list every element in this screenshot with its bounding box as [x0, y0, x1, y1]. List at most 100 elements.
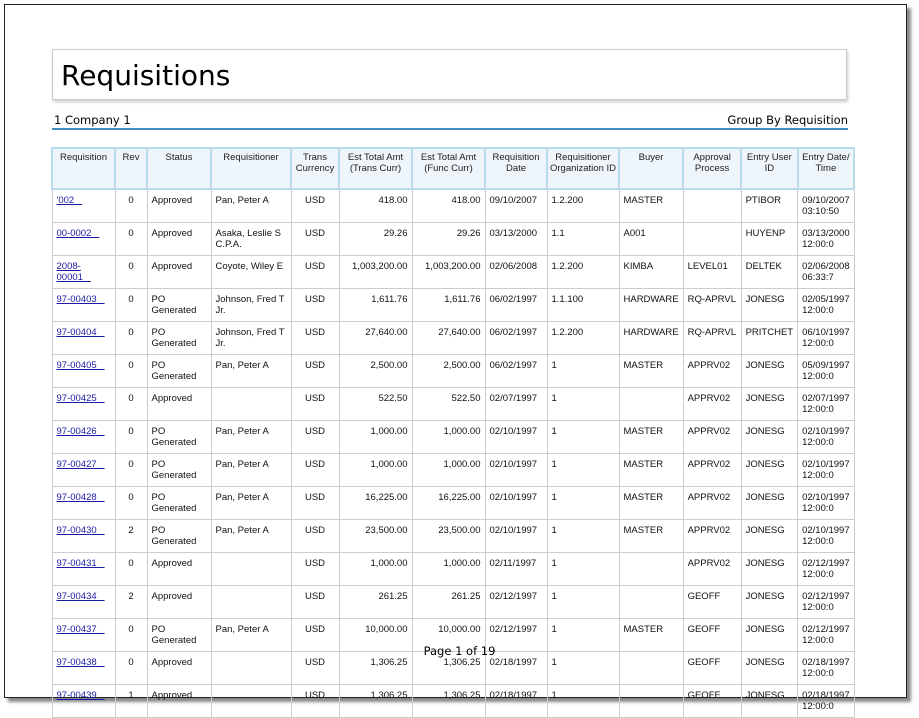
requisition-link[interactable]: 97-00425 [56, 393, 105, 404]
requisition-link[interactable]: '002 [56, 195, 83, 206]
cell: 97-00428 [51, 486, 116, 520]
cell: USD [290, 585, 340, 619]
table-row: 97-00425 0 Approved USD 522.50 522.50 02/07/1… [51, 387, 855, 421]
cell [210, 651, 292, 685]
table-row: 2008-00001 0 Approved Coyote, Wiley E USD 1,… [51, 255, 855, 289]
requisition-link[interactable]: 97-00427 [56, 459, 105, 470]
company-label: 1 Company 1 [54, 113, 131, 127]
column-header: Requisition [51, 147, 116, 190]
cell: 97-00405 [51, 354, 116, 388]
requisition-link[interactable]: 97-00404 [56, 327, 105, 338]
cell: 00-0002 [51, 222, 116, 256]
cell: MASTER [618, 486, 684, 520]
cell: PO Generated [146, 618, 212, 652]
cell: PTIBOR [740, 188, 799, 223]
cell: 97-00438 [51, 651, 116, 685]
column-header: Est Total Amt (Trans Curr) [338, 147, 413, 190]
cell: HARDWARE [618, 288, 684, 322]
cell: USD [290, 387, 340, 421]
table-row: 97-00403 0 PO Generated Johnson, Fred T Jr… [51, 288, 855, 322]
cell [210, 387, 292, 421]
cell: USD [290, 651, 340, 685]
cell: 1.1.100 [546, 288, 620, 322]
cell: 02/10/1997 12:00:0 [797, 486, 855, 520]
cell: 02/05/1997 12:00:0 [797, 288, 855, 322]
requisition-link[interactable]: 97-00434 [56, 591, 105, 602]
cell [618, 552, 684, 586]
cell: 1,306.25 [411, 651, 486, 685]
cell: 23,500.00 [338, 519, 413, 553]
cell: 23,500.00 [411, 519, 486, 553]
title-box: Requisitions [52, 49, 847, 100]
cell: USD [290, 684, 340, 718]
cell: 02/06/2008 [484, 255, 548, 289]
cell: 418.00 [411, 188, 486, 223]
cell: 1,611.76 [338, 288, 413, 322]
cell: APPRV02 [682, 552, 742, 586]
requisition-link[interactable]: 97-00405 [56, 360, 105, 371]
table-row: 00-0002 0 Approved Asaka, Leslie S C.P.A. U… [51, 222, 855, 256]
requisitions-table: Requisition Rev Status Requisitioner Trans C… [51, 147, 856, 718]
cell: JONESG [740, 585, 799, 619]
cell: PO Generated [146, 420, 212, 454]
cell: 1.2.200 [546, 188, 620, 223]
cell: 1 [546, 684, 620, 718]
cell: A001 [618, 222, 684, 256]
cell: 1 [546, 585, 620, 619]
requisition-link[interactable]: 2008-00001 [56, 261, 91, 283]
requisition-link[interactable]: 97-00428 [56, 492, 105, 503]
cell: Approved [146, 651, 212, 685]
cell: PO Generated [146, 288, 212, 322]
cell: USD [290, 222, 340, 256]
cell: 02/10/1997 12:00:0 [797, 420, 855, 454]
requisition-link[interactable]: 97-00438 [56, 657, 105, 668]
group-by-label: Group By Requisition [727, 113, 848, 127]
requisition-link[interactable]: 97-00426 [56, 426, 105, 437]
cell: 97-00431 [51, 552, 116, 586]
cell: Approved [146, 684, 212, 718]
cell: USD [290, 552, 340, 586]
cell: 1.1 [546, 222, 620, 256]
cell: PO Generated [146, 519, 212, 553]
cell: 1.2.200 [546, 321, 620, 355]
cell: 29.26 [411, 222, 486, 256]
cell: USD [290, 188, 340, 223]
requisition-link[interactable]: 00-0002 [56, 228, 100, 239]
requisition-link[interactable]: 97-00430 [56, 525, 105, 536]
requisition-link[interactable]: 97-00437 [56, 624, 105, 635]
cell: 06/10/1997 12:00:0 [797, 321, 855, 355]
cell: 02/18/1997 [484, 651, 548, 685]
table-row: 97-00426 0 PO Generated Pan, Peter A USD 1,0… [51, 420, 855, 454]
cell: 06/02/1997 [484, 321, 548, 355]
cell: 29.26 [338, 222, 413, 256]
cell: Pan, Peter A [210, 354, 292, 388]
cell: 03/13/2000 12:00:0 [797, 222, 855, 256]
cell: APPRV02 [682, 387, 742, 421]
table-row: 97-00438 0 Approved USD 1,306.25 1,306.25 02/… [51, 651, 855, 685]
cell: APPRV02 [682, 420, 742, 454]
table-row: 97-00404 0 PO Generated Johnson, Fred T Jr… [51, 321, 855, 355]
cell: USD [290, 321, 340, 355]
cell: 02/12/1997 [484, 585, 548, 619]
cell: MASTER [618, 519, 684, 553]
group-header: 1 Company 1 Group By Requisition [52, 112, 848, 130]
cell: 1,000.00 [338, 552, 413, 586]
cell: 09/10/2007 [484, 188, 548, 223]
cell: DELTEK [740, 255, 799, 289]
cell: 02/18/1997 12:00:0 [797, 651, 855, 685]
cell: 02/10/1997 12:00:0 [797, 519, 855, 553]
column-header: Entry Date/ Time [796, 147, 856, 190]
cell: 97-00404 [51, 321, 116, 355]
requisition-link[interactable]: 97-00439 [56, 690, 105, 701]
cell: KIMBA [618, 255, 684, 289]
requisition-link[interactable]: 97-00403 [56, 294, 105, 305]
cell: 97-00425 [51, 387, 116, 421]
cell [210, 552, 292, 586]
requisition-link[interactable]: 97-00431 [56, 558, 105, 569]
cell: HARDWARE [618, 321, 684, 355]
cell: USD [290, 453, 340, 487]
cell [682, 222, 742, 256]
cell: USD [290, 519, 340, 553]
cell: Asaka, Leslie S C.P.A. [210, 222, 292, 256]
column-header: Requisitioner [210, 147, 292, 190]
